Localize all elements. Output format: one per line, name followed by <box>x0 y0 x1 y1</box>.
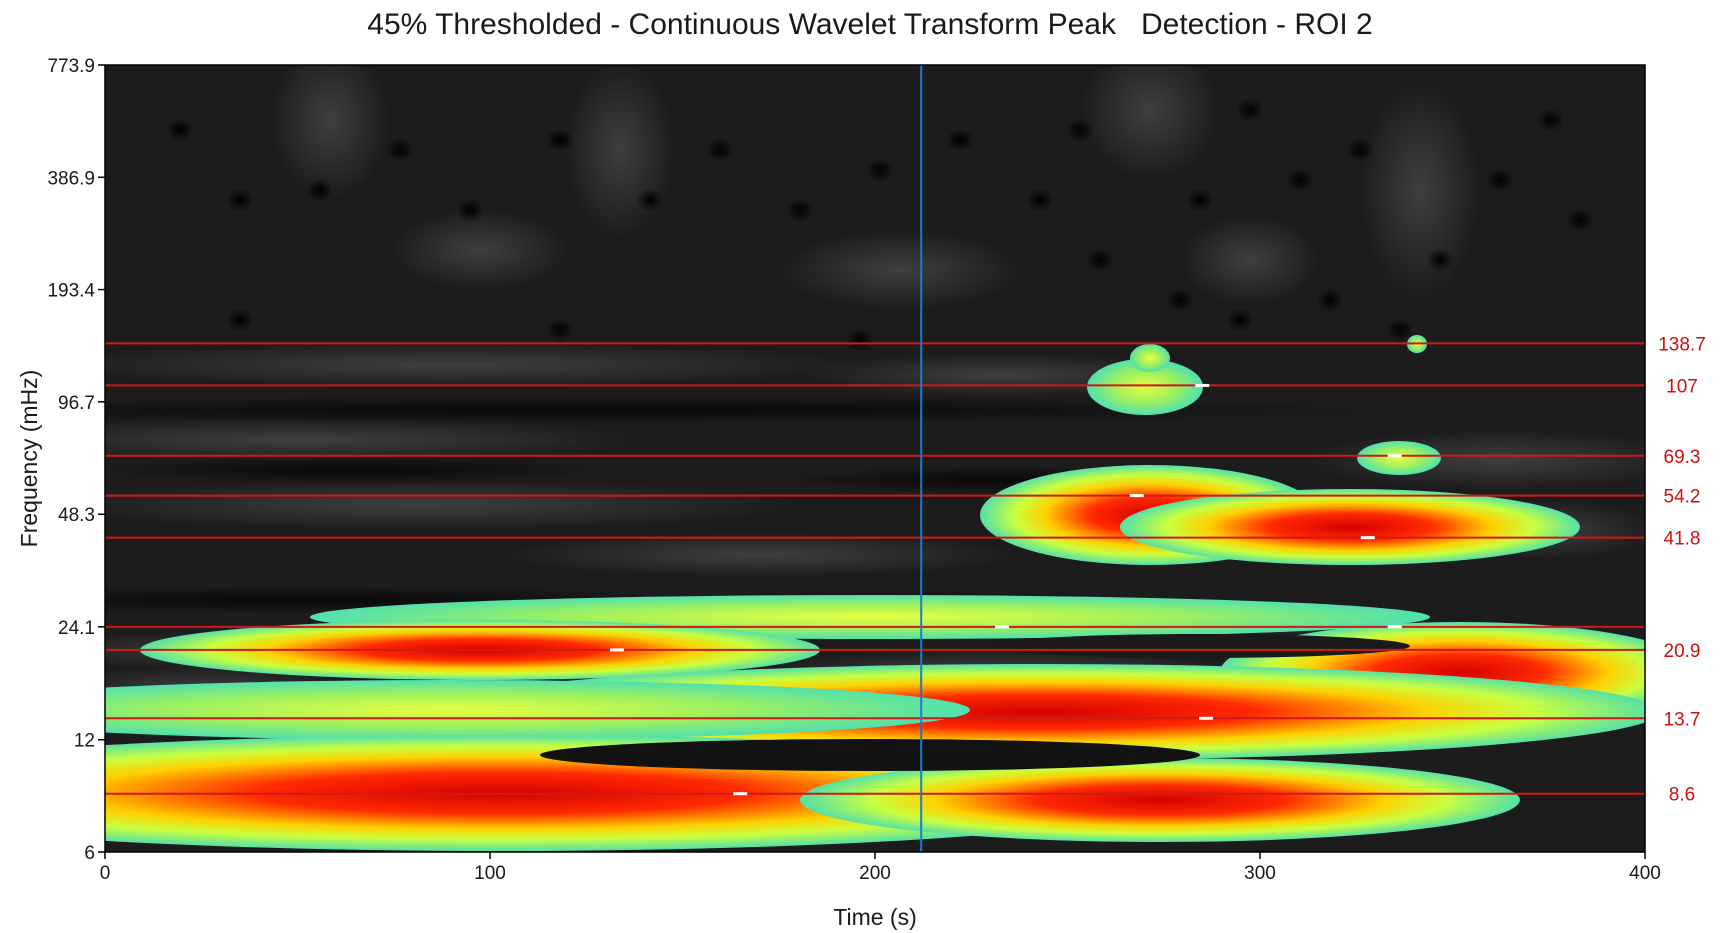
texture-spot <box>1316 288 1344 312</box>
texture-spot <box>1236 98 1264 122</box>
texture-ridge <box>780 230 1020 310</box>
y-axis-title: Frequency (mHz) <box>16 370 42 548</box>
peak-label: 107 <box>1666 376 1698 397</box>
texture-spot <box>1086 248 1114 272</box>
threshold-region <box>105 680 970 740</box>
peak-label: 41.8 <box>1664 529 1701 550</box>
texture-spot <box>786 198 814 222</box>
peak-label: 8.6 <box>1669 785 1695 806</box>
peak-label: 20.9 <box>1664 641 1701 662</box>
x-tick-label: 200 <box>859 863 891 884</box>
texture-spot <box>866 158 894 182</box>
texture-spot <box>1566 208 1594 232</box>
texture-ridge <box>105 343 870 387</box>
texture-ridge <box>565 65 675 240</box>
texture-spot <box>306 178 334 202</box>
texture-spot <box>546 128 574 152</box>
y-tick-label: 48.3 <box>58 505 95 526</box>
texture-spot <box>166 118 194 142</box>
texture-spot <box>846 328 874 352</box>
texture-spot <box>1386 318 1414 342</box>
texture-spot <box>1186 188 1214 212</box>
threshold-region <box>1087 359 1203 415</box>
texture-ridge <box>390 210 570 290</box>
y-tick-label: 24.1 <box>58 618 95 639</box>
x-tick-label: 300 <box>1244 863 1276 884</box>
threshold-region <box>800 758 1520 842</box>
x-axis-title: Time (s) <box>833 904 916 930</box>
peak-label: 13.7 <box>1664 709 1701 730</box>
x-tick-label: 400 <box>1629 863 1661 884</box>
peak-label: 138.7 <box>1658 334 1706 355</box>
y-tick-label: 193.4 <box>47 281 95 302</box>
x-tick-label: 100 <box>474 863 506 884</box>
y-tick-label: 96.7 <box>58 393 95 414</box>
texture-spot <box>1286 168 1314 192</box>
texture-spot <box>1536 108 1564 132</box>
texture-ridge <box>105 418 650 462</box>
texture-spot <box>1426 248 1454 272</box>
texture-ridge <box>270 65 390 200</box>
texture-spot <box>1026 188 1054 212</box>
texture-ridge <box>1080 65 1220 180</box>
texture-band <box>990 634 1410 658</box>
threshold-region <box>1357 441 1441 475</box>
texture-ridge <box>500 533 1020 577</box>
threshold-region <box>1120 489 1580 565</box>
peak-label: 54.2 <box>1664 487 1701 508</box>
texture-spot <box>636 188 664 212</box>
threshold-region <box>1130 344 1170 372</box>
texture-spot <box>1166 288 1194 312</box>
texture-spot <box>456 198 484 222</box>
y-tick-label: 12 <box>74 731 95 752</box>
peak-label: 69.3 <box>1664 447 1701 468</box>
x-tick-label: 0 <box>100 863 111 884</box>
texture-spot <box>226 308 254 332</box>
texture-ridge <box>1180 215 1320 305</box>
texture-spot <box>946 128 974 152</box>
texture-band <box>540 739 1200 771</box>
texture-spot <box>546 318 574 342</box>
y-tick-label: 773.9 <box>47 56 95 77</box>
texture-band <box>105 456 600 484</box>
texture-spot <box>1066 118 1094 142</box>
texture-ridge <box>105 480 800 530</box>
y-tick-label: 6 <box>84 843 95 864</box>
y-tick-label: 386.9 <box>47 168 95 189</box>
texture-band <box>105 396 1400 424</box>
texture-ridge <box>1360 80 1480 300</box>
texture-spot <box>226 188 254 212</box>
texture-spot <box>1346 138 1374 162</box>
texture-spot <box>1226 308 1254 332</box>
texture-spot <box>706 138 734 162</box>
chart-title: 45% Thresholded - Continuous Wavelet Tra… <box>367 8 1373 41</box>
texture-spot <box>386 138 414 162</box>
texture-spot <box>1486 168 1514 192</box>
